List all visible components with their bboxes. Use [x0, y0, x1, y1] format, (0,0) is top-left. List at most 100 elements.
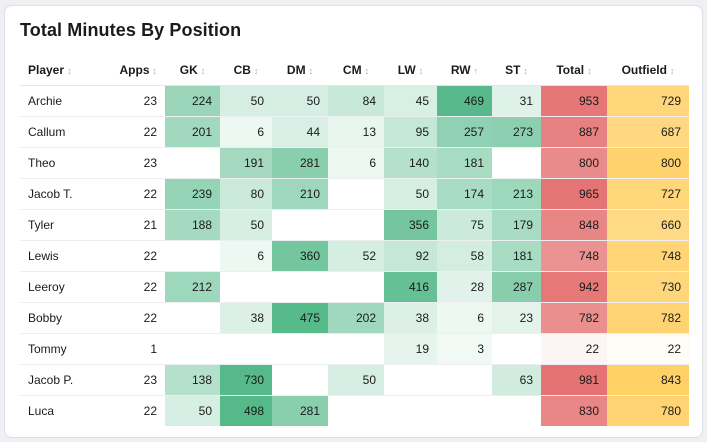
sort-icon[interactable]: ↕ [308, 65, 314, 76]
minutes-table: Player ↕ Apps ↕ GK ↕ CB ↕ DM ↕ CM ↕ LW ↕ RW ↑ ST… [20, 54, 689, 426]
cell-player: Luca [28, 404, 55, 418]
cell-cm [328, 333, 384, 365]
col-header-player[interactable]: Player ↕ [20, 54, 92, 86]
table-row: Theo 23 191 281 6 140 181 800 800 [20, 147, 689, 179]
sort-icon[interactable]: ↕ [364, 65, 370, 76]
col-header-outfield[interactable]: Outfield ↕ [607, 54, 689, 86]
cell-st [492, 333, 541, 365]
sort-icon[interactable]: ↕ [67, 65, 72, 76]
cell-cb: 38 [220, 302, 272, 334]
cell-apps: 21 [92, 209, 165, 241]
cell-st: 179 [492, 209, 541, 241]
sort-icon[interactable]: ↕ [523, 65, 528, 76]
col-header-total[interactable]: Total ↕ [541, 54, 607, 86]
cell-st [492, 147, 541, 179]
sort-icon[interactable]: ↕ [669, 65, 675, 76]
cell-dm: 281 [272, 147, 328, 179]
cell-total: 887 [541, 116, 607, 148]
table-row: Tyler 21 188 50 356 75 179 848 660 [20, 209, 689, 241]
header-row: Player ↕ Apps ↕ GK ↕ CB ↕ DM ↕ CM ↕ LW ↕ RW ↑ ST… [20, 54, 689, 86]
cell-lw [384, 364, 437, 396]
cell-dm [272, 364, 328, 396]
cell-cb: 50 [220, 209, 272, 241]
cell-outfield: 22 [607, 333, 689, 365]
cell-cm: 52 [328, 240, 384, 272]
cell-outfield: 687 [607, 116, 689, 148]
cell-dm: 210 [272, 178, 328, 210]
table-row: Jacob T. 22 239 80 210 50 174 213 965 727 [20, 178, 689, 210]
table-row: Leeroy 22 212 416 28 287 942 730 [20, 271, 689, 303]
col-header-cm[interactable]: CM ↕ [328, 54, 384, 86]
cell-rw: 257 [437, 116, 492, 148]
cell-cb: 498 [220, 395, 272, 426]
cell-gk: 212 [165, 271, 220, 303]
cell-total: 748 [541, 240, 607, 272]
cell-cb: 80 [220, 178, 272, 210]
col-header-st[interactable]: ST ↕ [492, 54, 541, 86]
col-header-dm[interactable]: DM ↕ [272, 54, 328, 86]
col-header-lw[interactable]: LW ↕ [384, 54, 437, 86]
cell-dm [272, 209, 328, 241]
cell-gk: 138 [165, 364, 220, 396]
cell-cm: 202 [328, 302, 384, 334]
cell-gk [165, 333, 220, 365]
cell-total: 848 [541, 209, 607, 241]
cell-apps: 22 [143, 404, 157, 418]
cell-total: 800 [541, 147, 607, 179]
sort-icon[interactable]: ↕ [200, 65, 206, 76]
cell-cm: 6 [328, 147, 384, 179]
cell-dm: 281 [272, 395, 328, 426]
cell-lw: 38 [384, 302, 437, 334]
cell-outfield: 843 [607, 364, 689, 396]
cell-total: 830 [541, 395, 607, 426]
cell-outfield: 727 [607, 178, 689, 210]
cell-total: 965 [541, 178, 607, 210]
cell-dm: 50 [272, 85, 328, 117]
cell-dm: 360 [272, 240, 328, 272]
cell-st: 23 [492, 302, 541, 334]
col-header-apps[interactable]: Apps ↕ [92, 54, 165, 86]
cell-rw: 58 [437, 240, 492, 272]
sort-icon[interactable]: ↕ [587, 65, 592, 76]
cell-gk: 50 [165, 395, 220, 426]
cell-dm [272, 271, 328, 303]
cell-gk: 201 [165, 116, 220, 148]
cell-cm: 13 [328, 116, 384, 148]
cell-outfield: 730 [607, 271, 689, 303]
cell-player: Tyler [20, 209, 92, 241]
sort-up-icon[interactable]: ↑ [473, 65, 479, 76]
cell-rw [437, 364, 492, 396]
sort-icon[interactable]: ↕ [152, 65, 158, 76]
cell-cm [328, 209, 384, 241]
cell-lw: 95 [384, 116, 437, 148]
table-row: Bobby 22 38 475 202 38 6 23 782 782 [20, 302, 689, 334]
cell-total: 782 [541, 302, 607, 334]
cell-apps: 22 [92, 178, 165, 210]
cell-rw: 75 [437, 209, 492, 241]
cell-rw: 181 [437, 147, 492, 179]
cell-player: Theo [20, 147, 92, 179]
cell-outfield: 729 [607, 85, 689, 117]
cell-rw: 469 [437, 85, 492, 117]
cell-player: Leeroy [20, 271, 92, 303]
cell-apps: 23 [92, 364, 165, 396]
cell-lw: 19 [384, 333, 437, 365]
cell-rw: 3 [437, 333, 492, 365]
cell-apps: 22 [92, 116, 165, 148]
cell-apps: 22 [92, 271, 165, 303]
sort-icon[interactable]: ↕ [418, 65, 424, 76]
cell-gk: 224 [165, 85, 220, 117]
cell-st: 63 [492, 364, 541, 396]
sort-icon[interactable]: ↕ [253, 65, 259, 76]
cell-cm [328, 271, 384, 303]
cell-total: 981 [541, 364, 607, 396]
table-row: Lewis 22 6 360 52 92 58 181 748 748 [20, 240, 689, 272]
cell-lw: 140 [384, 147, 437, 179]
col-header-cb[interactable]: CB ↕ [220, 54, 272, 86]
col-header-gk[interactable]: GK ↕ [165, 54, 220, 86]
cell-gk: 188 [165, 209, 220, 241]
cell-rw: 6 [437, 302, 492, 334]
cell-cm: 84 [328, 85, 384, 117]
col-header-rw[interactable]: RW ↑ [437, 54, 492, 86]
cell-outfield: 748 [607, 240, 689, 272]
